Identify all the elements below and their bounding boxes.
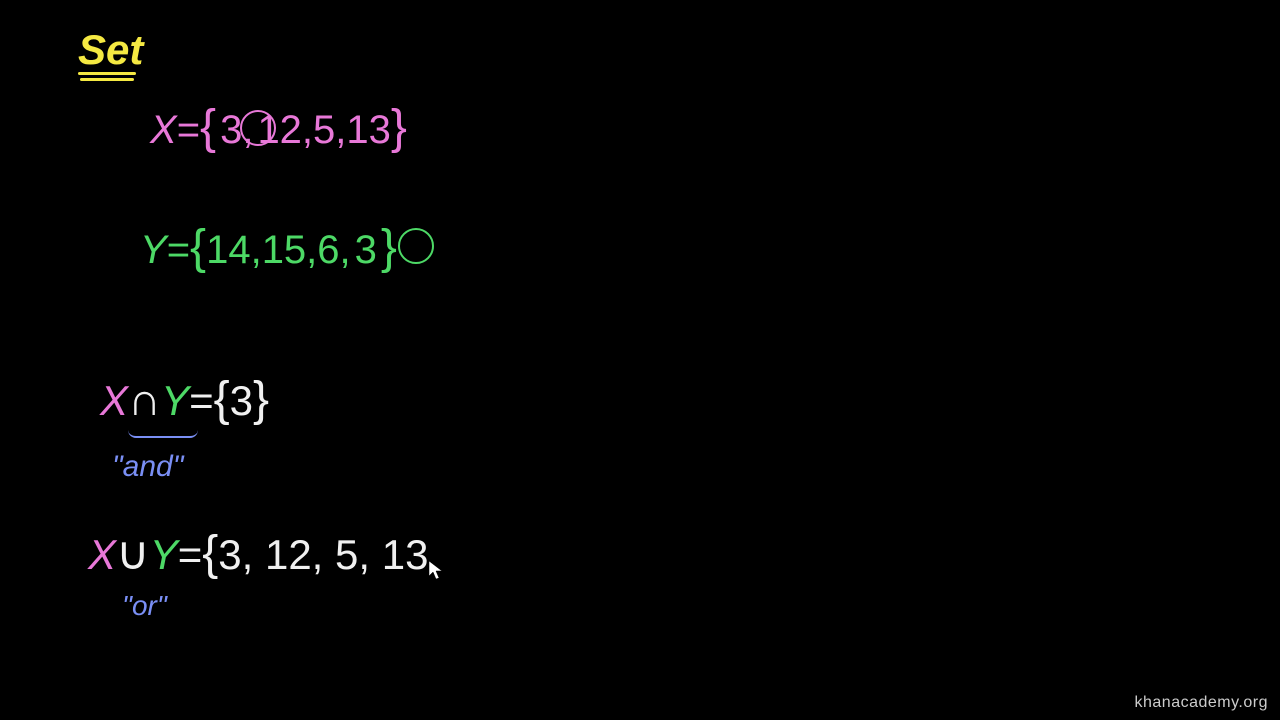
title-underline-1	[78, 72, 136, 75]
union-values: 3, 12, 5, 13	[218, 531, 428, 579]
right-brace: }	[381, 220, 397, 275]
circle-x-3	[240, 110, 276, 146]
watermark: khanacademy.org	[1135, 694, 1269, 712]
set-x-definition: X = { 3, 12, 5, 13 }	[150, 100, 407, 155]
intersect-underbrace	[128, 430, 198, 438]
union-x: X	[88, 531, 116, 579]
set-y-elem-1: 15,	[262, 228, 318, 273]
set-x-elem-2: 5,	[313, 108, 346, 153]
set-y-elem-0: 14,	[206, 228, 262, 273]
intersect-x: X	[100, 377, 128, 425]
equals-sign: =	[178, 531, 203, 579]
left-brace: {	[202, 526, 218, 581]
intersect-value: 3	[230, 377, 253, 425]
circle-y-3	[398, 228, 434, 264]
intersect-y: Y	[161, 377, 189, 425]
union-y: Y	[150, 531, 178, 579]
intersect-op: ∩	[128, 372, 161, 426]
right-brace: }	[391, 100, 407, 155]
union-expression: X ∪ Y = { 3, 12, 5, 13	[88, 526, 428, 581]
equals-sign: =	[167, 228, 190, 273]
set-y-definition: Y = { 14, 15, 6, 3 }	[140, 220, 397, 275]
left-brace: {	[200, 100, 216, 155]
intersect-and-label: "and"	[112, 450, 183, 484]
intersection-expression: X ∩ Y = { 3 }	[100, 372, 269, 427]
title-set: Set	[78, 26, 143, 74]
right-brace: }	[253, 372, 269, 427]
set-y-elem-3: 3	[351, 228, 381, 273]
set-x-elem-3: 13	[346, 108, 391, 153]
set-y-elem-2: 6,	[317, 228, 350, 273]
equals-sign: =	[177, 108, 200, 153]
union-op: ∪	[116, 526, 150, 580]
title-underline-2	[80, 78, 134, 81]
union-or-label: "or"	[122, 590, 167, 622]
mouse-cursor-icon	[428, 560, 444, 582]
set-x-var: X	[150, 108, 177, 153]
left-brace: {	[214, 372, 230, 427]
set-y-var: Y	[140, 228, 167, 273]
equals-sign: =	[189, 377, 214, 425]
left-brace: {	[190, 220, 206, 275]
